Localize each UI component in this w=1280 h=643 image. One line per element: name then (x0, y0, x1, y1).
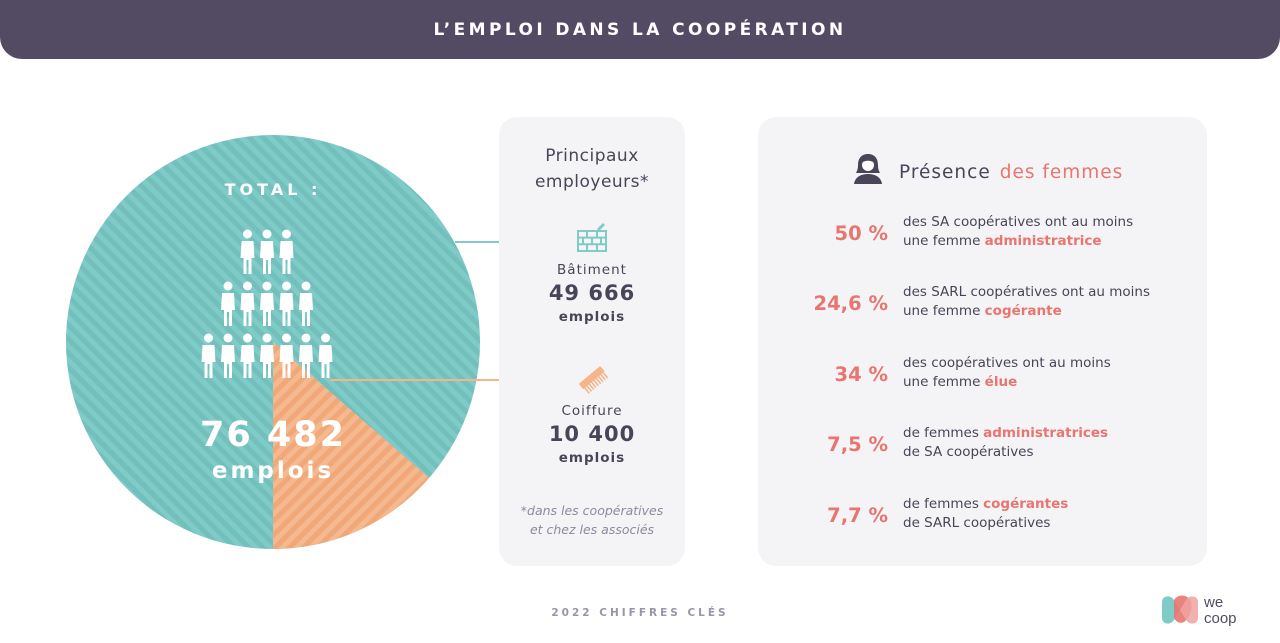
person-figure (260, 281, 274, 326)
footnote-line2: et chez les associés (529, 522, 655, 537)
header-bar: L’EMPLOI DANS LA COOPÉRATION (0, 0, 1280, 59)
desc-line2: de SA coopératives (903, 444, 1034, 460)
desc-line2: de SARL coopératives (903, 515, 1051, 531)
employers-title-line2: employeurs* (534, 172, 650, 192)
wecoop-logo: we coop (1162, 594, 1237, 627)
sector-name-batiment: Bâtiment (557, 262, 627, 278)
women-stat-desc: de femmes administratrices de SA coopéra… (903, 424, 1108, 462)
desc-line1: des coopératives ont au moins (903, 355, 1111, 371)
desc-line1: des SA coopératives ont au moins (903, 214, 1134, 230)
women-stat-pct: 50 % (834, 222, 888, 245)
women-title: Présence des femmes (899, 157, 1123, 187)
person-figure (221, 333, 235, 378)
employers-footnote: *dans les coopératives et chez les assoc… (499, 501, 685, 539)
person-figure (299, 333, 313, 378)
person-figure (240, 229, 255, 274)
brick-wall-icon (577, 223, 607, 252)
desc-line1: de femmes cogérantes (903, 495, 1068, 514)
desc-highlight: cogérantes (983, 496, 1069, 512)
women-stat-row: 34 % des coopératives ont au moins une f… (758, 354, 1207, 394)
total-unit: emplois (211, 458, 335, 484)
sector-name-coiffure: Coiffure (561, 403, 623, 419)
desc-text: une femme (903, 303, 985, 319)
person-figure (260, 333, 274, 378)
women-presence-card: Présence des femmes 50 % des SA coopérat… (758, 117, 1207, 566)
women-stat-row: 7,5 % de femmes administratrices de SA c… (758, 424, 1207, 464)
women-stat-row: 7,7 % de femmes cogérantes de SARL coopé… (758, 495, 1207, 535)
person-figure (279, 281, 294, 326)
woman-avatar-icon (854, 154, 882, 184)
person-figure (240, 281, 255, 326)
person-figure (221, 281, 235, 326)
footnote-line1: *dans les coopératives (520, 503, 664, 518)
employers-card: Principaux employeurs* Bâtiment 49 666 e… (499, 117, 685, 566)
women-stat-pct: 7,7 % (827, 504, 888, 527)
women-stat-pct: 34 % (834, 363, 888, 386)
desc-highlight: administratrice (984, 233, 1102, 249)
desc-highlight: cogérante (984, 303, 1062, 319)
person-figure (260, 229, 274, 274)
desc-text: de femmes (903, 425, 984, 441)
desc-line2: une femme cogérante (903, 302, 1150, 321)
pie-slice-coiffure (273, 342, 430, 549)
women-stat-desc: des SARL coopératives ont au moins une f… (903, 283, 1150, 321)
person-figure (279, 333, 294, 378)
women-stat-row: 50 % des SA coopératives ont au moins un… (758, 213, 1207, 253)
footer-text: 2022 CHIFFRES CLÉS (551, 607, 729, 619)
desc-line2: une femme administratrice (903, 232, 1133, 251)
person-figure (240, 333, 255, 378)
women-stat-desc: de femmes cogérantes de SARL coopérative… (903, 495, 1068, 533)
sector-unit-coiffure: emplois (558, 450, 626, 466)
women-stat-desc: des coopératives ont au moins une femme … (903, 354, 1111, 392)
coiffure-leader-line-inner (330, 379, 460, 381)
person-figure (201, 333, 216, 378)
employment-pie-chart (66, 135, 480, 549)
desc-text: de femmes (903, 496, 984, 512)
person-figure (318, 333, 333, 378)
desc-text: une femme (903, 374, 985, 390)
desc-highlight: élue (984, 374, 1018, 390)
employers-title-line1: Principaux (545, 146, 639, 166)
logo-text-line2: coop (1204, 610, 1237, 627)
women-title-part2: des femmes (999, 161, 1124, 183)
women-stat-row: 24,6 % des SARL coopératives ont au moin… (758, 283, 1207, 323)
desc-line1: des SARL coopératives ont au moins (903, 284, 1151, 300)
sector-value-batiment: 49 666 (548, 281, 636, 305)
sector-value-coiffure: 10 400 (548, 422, 636, 446)
desc-highlight: administratrices (983, 425, 1109, 441)
women-stat-pct: 7,5 % (827, 433, 888, 456)
person-figure (299, 281, 313, 326)
logo-text-line1: we (1203, 594, 1223, 611)
desc-text: une femme (903, 233, 985, 249)
person-figure (279, 229, 294, 274)
comb-icon (579, 366, 609, 394)
women-title-part1: Présence (899, 161, 991, 183)
women-stat-desc: des SA coopératives ont au moins une fem… (903, 213, 1133, 251)
total-value: 76 482 (200, 415, 346, 455)
total-label: TOTAL : (224, 180, 322, 199)
women-stat-pct: 24,6 % (813, 292, 888, 315)
people-group-icon (201, 229, 333, 378)
desc-line2: une femme élue (903, 373, 1111, 392)
employers-title: Principaux employeurs* (499, 143, 685, 195)
page-title: L’EMPLOI DANS LA COOPÉRATION (433, 19, 847, 40)
desc-line1: de femmes administratrices (903, 424, 1108, 443)
sector-unit-batiment: emplois (558, 309, 626, 325)
